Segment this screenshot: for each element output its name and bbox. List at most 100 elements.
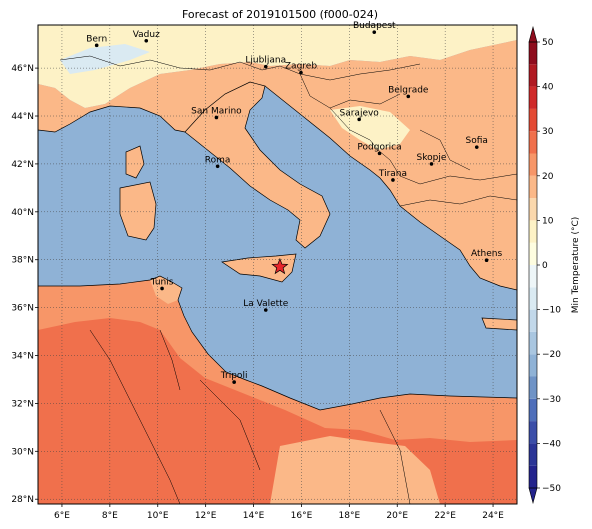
x-tick-label: 16°E	[291, 511, 313, 521]
x-tick-label: 6°E	[54, 511, 70, 521]
map-frame	[37, 24, 518, 505]
city-label: Tunis	[150, 277, 174, 287]
x-tick-label: 14°E	[243, 511, 265, 521]
colorbar-band	[529, 331, 537, 355]
graticule	[38, 25, 517, 504]
colorbar-band	[529, 242, 537, 265]
y-tick-label: 44°N	[11, 112, 34, 122]
city-dot	[474, 145, 479, 149]
europe-main-field	[38, 40, 517, 290]
colorbar-tick-label: 50	[542, 38, 554, 48]
city-dot	[215, 164, 220, 169]
city-label: Zagreb	[285, 62, 317, 72]
colorbar-band	[529, 86, 537, 109]
colorbar-tick-label: 30	[542, 127, 554, 137]
city-dot	[94, 43, 99, 48]
city-label: San Marino	[191, 106, 242, 116]
colorbar-band	[529, 175, 537, 199]
x-axis-ticks: 6°E 8°E 10°E 12°E 14°E 16°E 18°E 20°E 22°E 24°E	[54, 504, 504, 521]
colorbar-band	[529, 443, 537, 466]
colorbar-extend-bottom	[528, 487, 538, 505]
colorbar-bands	[529, 42, 537, 488]
colorbar-extend-top	[528, 25, 538, 43]
colorbar-tick-label: −30	[542, 395, 561, 405]
city-dot	[484, 258, 489, 262]
city-dot	[263, 64, 268, 69]
city-label: Tirana	[378, 169, 407, 179]
italy-peninsula-field	[185, 82, 330, 248]
colorbar-tick-label: −20	[542, 350, 561, 360]
city-dot	[372, 30, 377, 34]
balkan-highlands-field	[330, 106, 410, 150]
y-tick-label: 34°N	[11, 352, 34, 362]
colorbar-band	[529, 64, 537, 87]
colorbar-tick-label: −10	[542, 306, 561, 316]
colorbar-label: Min Temperature (°C)	[571, 217, 581, 314]
y-tick-label: 46°N	[11, 64, 34, 74]
coastlines-and-borders	[38, 55, 517, 504]
colorbar-band	[529, 131, 537, 154]
colorbar-band	[529, 153, 537, 176]
city-dot	[263, 308, 268, 312]
city-dot	[299, 70, 303, 75]
city-label: Athens	[471, 249, 502, 259]
y-tick-label: 38°N	[11, 256, 34, 266]
city-dot	[391, 178, 395, 182]
x-tick-label: 8°E	[102, 511, 118, 521]
crete-coastline	[481, 317, 517, 331]
colorbar-tick-label: 0	[542, 261, 548, 271]
x-tick-label: 22°E	[434, 511, 456, 521]
corsica-field	[126, 146, 144, 178]
city-label: Podgorica	[357, 142, 401, 152]
africa-coastline	[38, 275, 517, 411]
sicily-field	[222, 254, 296, 282]
colorbar-band	[529, 265, 537, 288]
x-tick-label: 12°E	[195, 511, 217, 521]
sardinia-coastline	[119, 181, 157, 241]
city-dot	[406, 94, 411, 99]
sicily-coastline	[221, 253, 297, 283]
x-tick-label: 10°E	[147, 511, 169, 521]
y-tick-label: 30°N	[11, 447, 34, 457]
colorbar-band	[529, 354, 537, 377]
city-label: Sofia	[466, 136, 488, 146]
colorbar-tick-label: 10	[542, 216, 554, 226]
colorbar-band	[529, 421, 537, 444]
colorbar-band	[529, 198, 537, 221]
colorbar-band	[529, 108, 537, 132]
city-label: La Valette	[243, 299, 288, 309]
y-tick-label: 28°N	[11, 495, 34, 505]
colorbar-ticks: −50 −40 −30 −20 −10 0 10 20 30 40 50	[537, 38, 561, 494]
alps-cold-field	[38, 25, 517, 108]
italy-coastline	[184, 81, 331, 249]
x-tick-label: 24°E	[482, 511, 504, 521]
colorbar-band	[529, 42, 537, 65]
colorbar-band	[529, 309, 537, 332]
x-tick-label: 20°E	[386, 511, 408, 521]
colorbar-band	[529, 220, 537, 243]
city-dot	[160, 286, 164, 291]
crete-field	[482, 318, 517, 330]
corsica-coastline	[125, 145, 145, 179]
figure-title: Forecast of 2019101500 (f000-024)	[182, 8, 378, 21]
colorbar-band	[529, 398, 537, 422]
y-tick-label: 32°N	[11, 399, 34, 409]
alps-snow-field	[60, 44, 150, 74]
colorbar: −50 −40 −30 −20 −10 0 10 20 30 40 50 Min Temperatu…	[528, 25, 581, 505]
colorbar-tick-label: 20	[542, 172, 554, 182]
colorbar-tick-label: 40	[542, 83, 554, 93]
country-borders	[59, 55, 517, 504]
colorbar-tick-label: −50	[542, 484, 561, 494]
x-tick-label: 18°E	[339, 511, 361, 521]
city-dot	[377, 151, 382, 156]
y-tick-label: 40°N	[11, 208, 34, 218]
sardinia-field	[120, 182, 156, 240]
city-label: Skopje	[417, 153, 447, 163]
city-label: Vaduz	[133, 30, 160, 40]
colorbar-band	[529, 465, 537, 488]
colorbar-band	[529, 287, 537, 310]
y-tick-label: 42°N	[11, 160, 34, 170]
